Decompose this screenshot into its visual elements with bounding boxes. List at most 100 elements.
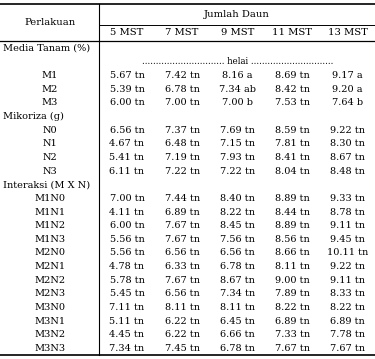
Text: 5.78 tn: 5.78 tn	[110, 276, 144, 285]
Text: 9.22 tn: 9.22 tn	[330, 126, 365, 135]
Text: 6.89 tn: 6.89 tn	[330, 317, 365, 326]
Text: 6.48 tn: 6.48 tn	[165, 139, 200, 148]
Text: 6.22 tn: 6.22 tn	[165, 330, 200, 339]
Text: M1N1: M1N1	[34, 208, 65, 216]
Text: 9.22 tn: 9.22 tn	[330, 262, 365, 271]
Text: N1: N1	[42, 139, 57, 148]
Text: 7.67 tn: 7.67 tn	[330, 344, 365, 353]
Text: 7.93 tn: 7.93 tn	[220, 153, 255, 162]
Text: M2N2: M2N2	[34, 276, 65, 285]
Text: 7.53 tn: 7.53 tn	[275, 98, 310, 107]
Text: M3N0: M3N0	[34, 303, 65, 312]
Text: 8.16 a: 8.16 a	[222, 71, 252, 80]
Text: 13 MST: 13 MST	[327, 28, 368, 37]
Text: 7.22 tn: 7.22 tn	[220, 167, 255, 176]
Text: 7.67 tn: 7.67 tn	[165, 276, 200, 285]
Text: 8.40 tn: 8.40 tn	[220, 194, 255, 203]
Text: 4.45 tn: 4.45 tn	[110, 330, 144, 339]
Text: 7.00 tn: 7.00 tn	[110, 194, 144, 203]
Text: M1: M1	[42, 71, 58, 80]
Text: 8.48 tn: 8.48 tn	[330, 167, 365, 176]
Text: 7.64 b: 7.64 b	[332, 98, 363, 107]
Text: M2: M2	[42, 85, 58, 94]
Text: 4.78 tn: 4.78 tn	[110, 262, 144, 271]
Text: 7.11 tn: 7.11 tn	[110, 303, 144, 312]
Text: 5.41 tn: 5.41 tn	[110, 153, 144, 162]
Text: 9.00 tn: 9.00 tn	[275, 276, 310, 285]
Text: 9.20 a: 9.20 a	[332, 85, 363, 94]
Text: 8.45 tn: 8.45 tn	[220, 221, 255, 230]
Text: 6.78 tn: 6.78 tn	[220, 344, 255, 353]
Text: 8.30 tn: 8.30 tn	[330, 139, 365, 148]
Text: 7.19 tn: 7.19 tn	[165, 153, 200, 162]
Text: 7.81 tn: 7.81 tn	[275, 139, 310, 148]
Text: 8.11 tn: 8.11 tn	[275, 262, 310, 271]
Text: 6.89 tn: 6.89 tn	[275, 317, 310, 326]
Text: 8.67 tn: 8.67 tn	[220, 276, 255, 285]
Text: 5.56 tn: 5.56 tn	[110, 248, 144, 257]
Text: 9.11 tn: 9.11 tn	[330, 221, 365, 230]
Text: 9 MST: 9 MST	[220, 28, 254, 37]
Text: M2N1: M2N1	[34, 262, 65, 271]
Text: 7.89 tn: 7.89 tn	[275, 289, 310, 298]
Text: 4.11 tn: 4.11 tn	[110, 208, 144, 216]
Text: M1N3: M1N3	[34, 235, 65, 244]
Text: 7.56 tn: 7.56 tn	[220, 235, 255, 244]
Text: 7.15 tn: 7.15 tn	[220, 139, 255, 148]
Text: 7.34 tn: 7.34 tn	[110, 344, 144, 353]
Text: N3: N3	[42, 167, 57, 176]
Text: 7.67 tn: 7.67 tn	[165, 221, 200, 230]
Text: 8.66 tn: 8.66 tn	[275, 248, 310, 257]
Text: 6.56 tn: 6.56 tn	[220, 248, 255, 257]
Text: M3N1: M3N1	[34, 317, 65, 326]
Text: 7.33 tn: 7.33 tn	[275, 330, 310, 339]
Text: 5 MST: 5 MST	[110, 28, 144, 37]
Text: 8.89 tn: 8.89 tn	[275, 194, 310, 203]
Text: 8.33 tn: 8.33 tn	[330, 289, 365, 298]
Text: 7.00 tn: 7.00 tn	[165, 98, 200, 107]
Text: M3N3: M3N3	[34, 344, 65, 353]
Text: 8.22 tn: 8.22 tn	[330, 303, 365, 312]
Text: 7.78 tn: 7.78 tn	[330, 330, 365, 339]
Text: 6.00 tn: 6.00 tn	[110, 98, 144, 107]
Text: 7.67 tn: 7.67 tn	[165, 235, 200, 244]
Text: 5.11 tn: 5.11 tn	[110, 317, 144, 326]
Text: 7.69 tn: 7.69 tn	[220, 126, 255, 135]
Text: 10.11 tn: 10.11 tn	[327, 248, 368, 257]
Text: 9.17 a: 9.17 a	[332, 71, 363, 80]
Text: Media Tanam (%): Media Tanam (%)	[3, 43, 90, 53]
Text: 7.34 ab: 7.34 ab	[219, 85, 256, 94]
Text: Jumlah Daun: Jumlah Daun	[204, 10, 270, 19]
Text: 8.04 tn: 8.04 tn	[275, 167, 310, 176]
Text: 5.67 tn: 5.67 tn	[110, 71, 144, 80]
Text: 7.45 tn: 7.45 tn	[165, 344, 200, 353]
Text: 8.41 tn: 8.41 tn	[275, 153, 310, 162]
Text: 8.59 tn: 8.59 tn	[275, 126, 310, 135]
Text: Mikoriza (g): Mikoriza (g)	[3, 112, 64, 121]
Text: 8.89 tn: 8.89 tn	[275, 221, 310, 230]
Text: 8.56 tn: 8.56 tn	[275, 235, 310, 244]
Text: 4.67 tn: 4.67 tn	[110, 139, 144, 148]
Text: 6.33 tn: 6.33 tn	[165, 262, 200, 271]
Text: M3: M3	[42, 98, 58, 107]
Text: 6.11 tn: 6.11 tn	[110, 167, 144, 176]
Text: 6.78 tn: 6.78 tn	[165, 85, 200, 94]
Text: 7.44 tn: 7.44 tn	[165, 194, 200, 203]
Text: 6.89 tn: 6.89 tn	[165, 208, 200, 216]
Text: 9.45 tn: 9.45 tn	[330, 235, 365, 244]
Text: 7.37 tn: 7.37 tn	[165, 126, 200, 135]
Text: 7.34 tn: 7.34 tn	[220, 289, 255, 298]
Text: 8.22 tn: 8.22 tn	[275, 303, 310, 312]
Text: 9.11 tn: 9.11 tn	[330, 276, 365, 285]
Text: 7.42 tn: 7.42 tn	[165, 71, 200, 80]
Text: .............................. helai ..............................: .............................. helai ...…	[141, 57, 333, 66]
Text: M3N2: M3N2	[34, 330, 65, 339]
Text: 6.56 tn: 6.56 tn	[110, 126, 144, 135]
Text: 6.22 tn: 6.22 tn	[165, 317, 200, 326]
Text: 6.78 tn: 6.78 tn	[220, 262, 255, 271]
Text: 8.22 tn: 8.22 tn	[220, 208, 255, 216]
Text: 6.66 tn: 6.66 tn	[220, 330, 255, 339]
Text: 7.00 b: 7.00 b	[222, 98, 253, 107]
Text: 11 MST: 11 MST	[272, 28, 312, 37]
Text: 7.67 tn: 7.67 tn	[275, 344, 310, 353]
